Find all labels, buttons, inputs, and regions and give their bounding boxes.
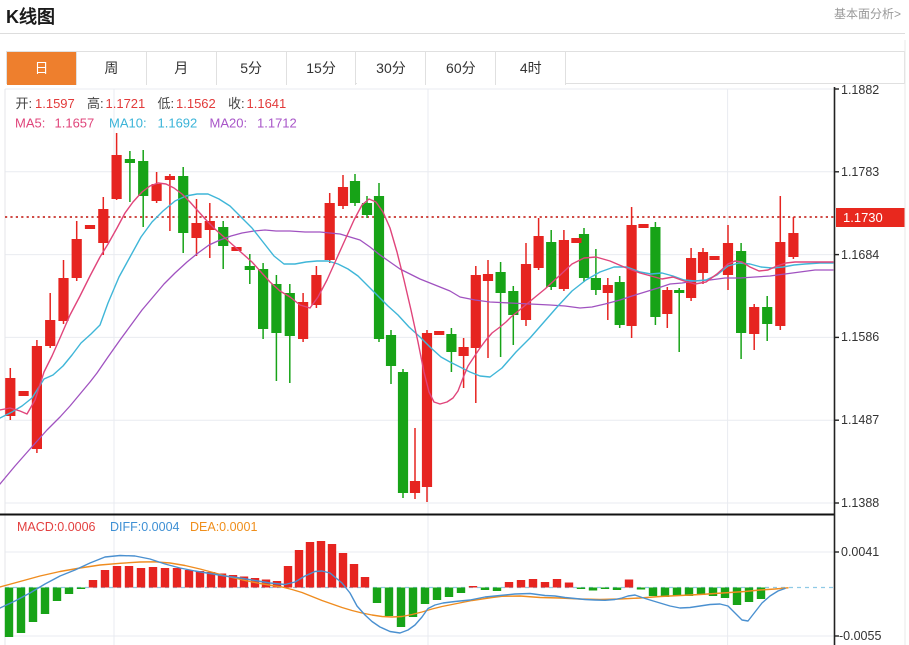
- svg-text:DIFF:0.0004: DIFF:0.0004: [110, 520, 180, 534]
- svg-text:MACD:0.0006: MACD:0.0006: [17, 520, 96, 534]
- svg-text:1.1562: 1.1562: [176, 96, 216, 111]
- svg-text:高:: 高:: [87, 96, 104, 111]
- svg-text:1.1721: 1.1721: [106, 96, 146, 111]
- svg-text:1.1641: 1.1641: [247, 96, 287, 111]
- svg-text:DEA:0.0001: DEA:0.0001: [190, 520, 257, 534]
- svg-text:1.1882: 1.1882: [841, 83, 879, 97]
- svg-text:0.0041: 0.0041: [841, 545, 879, 559]
- svg-text:1.1684: 1.1684: [841, 248, 879, 262]
- svg-text:收:: 收:: [228, 96, 245, 111]
- svg-text:开:: 开:: [16, 96, 33, 111]
- svg-text:1.1586: 1.1586: [841, 330, 879, 344]
- svg-text:1.1487: 1.1487: [841, 413, 879, 427]
- svg-text:-0.0055: -0.0055: [839, 629, 881, 643]
- svg-text:1.1657: 1.1657: [55, 116, 95, 131]
- svg-text:1.1730: 1.1730: [843, 210, 883, 225]
- svg-text:1.1692: 1.1692: [158, 116, 198, 131]
- svg-text:MA10:: MA10:: [109, 116, 147, 131]
- svg-text:1.1783: 1.1783: [841, 165, 879, 179]
- svg-text:1.1388: 1.1388: [841, 496, 879, 510]
- svg-text:MA5:: MA5:: [15, 116, 45, 131]
- svg-text:MA20:: MA20:: [210, 116, 248, 131]
- svg-text:1.1712: 1.1712: [257, 116, 297, 131]
- svg-text:1.1597: 1.1597: [35, 96, 75, 111]
- svg-text:低:: 低:: [158, 96, 175, 111]
